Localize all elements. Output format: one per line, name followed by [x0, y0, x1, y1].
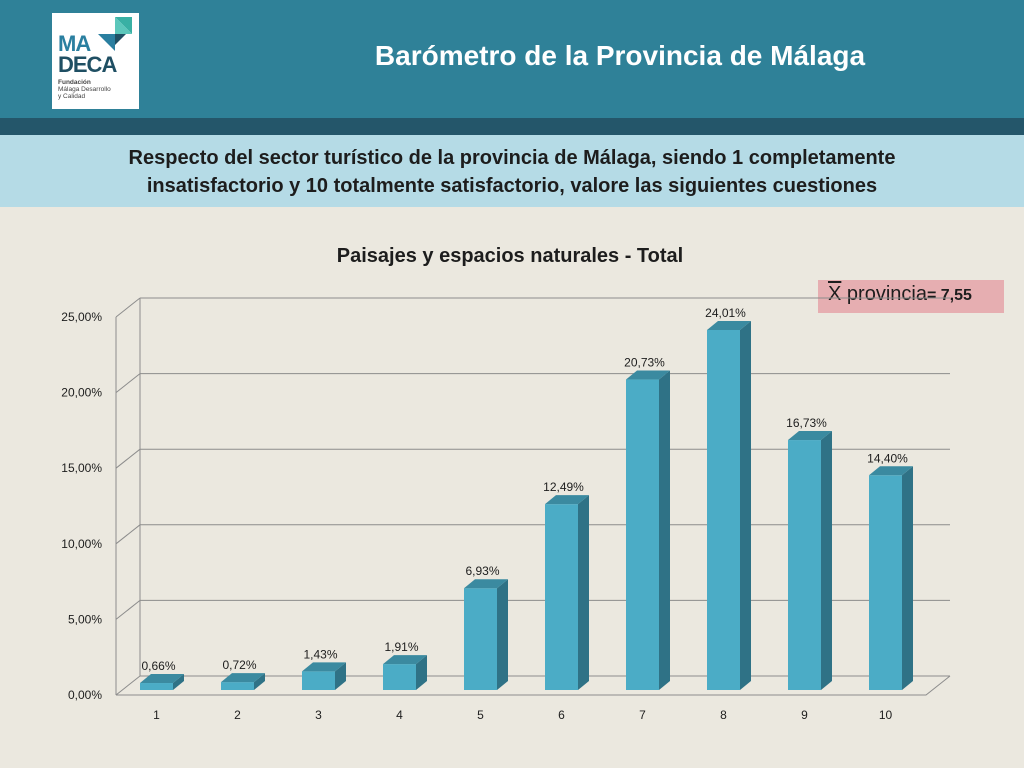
data-label: 1,91%	[384, 640, 418, 654]
bar-side	[497, 579, 508, 690]
y-tick-label: 5,00%	[68, 612, 102, 626]
logo-org-line1: Fundación	[58, 79, 91, 86]
y-tick-label: 10,00%	[61, 537, 102, 551]
logo-org-line3: y Calidad	[58, 93, 86, 100]
data-label: 12,49%	[543, 480, 584, 494]
x-tick-label: 3	[315, 708, 322, 722]
bar	[302, 671, 335, 690]
logo-mark-icon	[98, 17, 132, 51]
x-tick-label: 7	[639, 708, 646, 722]
logo-text-deca: DECA	[58, 52, 117, 77]
question-text: Respecto del sector turístico de la prov…	[40, 144, 984, 200]
data-label: 0,72%	[222, 658, 256, 672]
bar	[221, 682, 254, 690]
madeca-logo: MA DECA Fundación Málaga Desarrollo y Ca…	[52, 13, 139, 109]
data-label: 24,01%	[705, 306, 746, 320]
bar-side	[416, 655, 427, 690]
data-label: 0,66%	[141, 659, 175, 673]
bar	[464, 588, 497, 690]
x-tick-label: 1	[153, 708, 160, 722]
floor-line	[116, 675, 951, 696]
gridline-diagonal	[115, 600, 141, 620]
bar	[788, 440, 821, 690]
x-tick-label: 5	[477, 708, 484, 722]
bar-side	[254, 673, 265, 690]
chart-grid	[115, 297, 951, 696]
y-tick-label: 15,00%	[61, 461, 102, 475]
mean-symbol: X	[828, 283, 842, 305]
mean-label: provincia	[846, 283, 927, 305]
bar-side	[578, 495, 589, 690]
value-labels: 0,66% 0,72% 1,43% 1,91% 6,93% 12,49% 20,73% 24,…	[141, 306, 908, 673]
chart-title: Paisajes y espacios naturales - Total	[336, 245, 684, 267]
mean-badge-text: X provincia= 7,55	[828, 283, 972, 306]
gridline-diagonal	[115, 297, 141, 318]
data-label: 1,43%	[303, 647, 337, 661]
bar-top	[707, 320, 751, 330]
logo-text-ma: MA	[58, 31, 91, 56]
bar-top	[383, 655, 427, 665]
y-tick-label: 25,00%	[61, 310, 102, 324]
bar	[626, 379, 659, 690]
bar-top	[140, 674, 184, 684]
x-tick-label: 4	[396, 708, 403, 722]
x-tick-label: 8	[720, 708, 727, 722]
page-title: Barómetro de la Provincia de Málaga	[374, 40, 866, 71]
bar	[707, 329, 740, 690]
data-label: 6,93%	[465, 564, 499, 578]
header-bar	[0, 0, 1024, 118]
mean-badge: X provincia= 7,55	[818, 280, 1004, 313]
question-line-2: insatisfactorio y 10 totalmente satisfac…	[146, 175, 878, 197]
bar-side	[821, 431, 832, 690]
logo-org-line2: Málaga Desarrollo	[58, 86, 111, 93]
data-label: 16,73%	[786, 416, 827, 430]
bar-top	[788, 431, 832, 441]
question-line-1: Respecto del sector turístico de la prov…	[128, 147, 896, 169]
y-tick-label: 0,00%	[68, 688, 102, 702]
bar-side	[902, 466, 913, 690]
x-axis-ticks: 1 2 3 4 5 6 7 8 9 10	[153, 708, 892, 722]
bar-top	[545, 495, 589, 505]
header-divider	[0, 118, 1024, 135]
bar-top	[221, 673, 265, 683]
bar-top	[302, 662, 346, 672]
bar	[545, 504, 578, 690]
y-axis-ticks: 0,00% 5,00% 10,00% 15,00% 20,00% 25,00%	[61, 310, 102, 702]
bar-top	[464, 579, 508, 589]
x-tick-label: 2	[234, 708, 241, 722]
bar-side	[740, 320, 751, 690]
gridline-diagonal	[115, 524, 141, 545]
data-label: 20,73%	[624, 356, 665, 370]
bar-top	[626, 370, 670, 380]
bar-top	[869, 466, 913, 476]
data-label: 14,40%	[867, 451, 908, 465]
y-tick-label: 20,00%	[61, 386, 102, 400]
question-band	[0, 135, 1024, 207]
bar	[869, 475, 902, 690]
x-tick-label: 6	[558, 708, 565, 722]
x-tick-label: 10	[879, 708, 893, 722]
chart-bars	[140, 320, 913, 690]
gridline-diagonal	[115, 373, 141, 393]
x-tick-label: 9	[801, 708, 808, 722]
bar-side	[173, 674, 184, 690]
bar-side	[659, 370, 670, 690]
bar	[140, 683, 173, 690]
mean-value: = 7,55	[926, 287, 972, 304]
gridline-diagonal	[115, 675, 141, 696]
gridline-diagonal	[115, 448, 141, 469]
logo-org-name: Fundación Málaga Desarrollo y Calidad	[58, 79, 138, 100]
bar	[383, 664, 416, 690]
bar-side	[335, 662, 346, 690]
